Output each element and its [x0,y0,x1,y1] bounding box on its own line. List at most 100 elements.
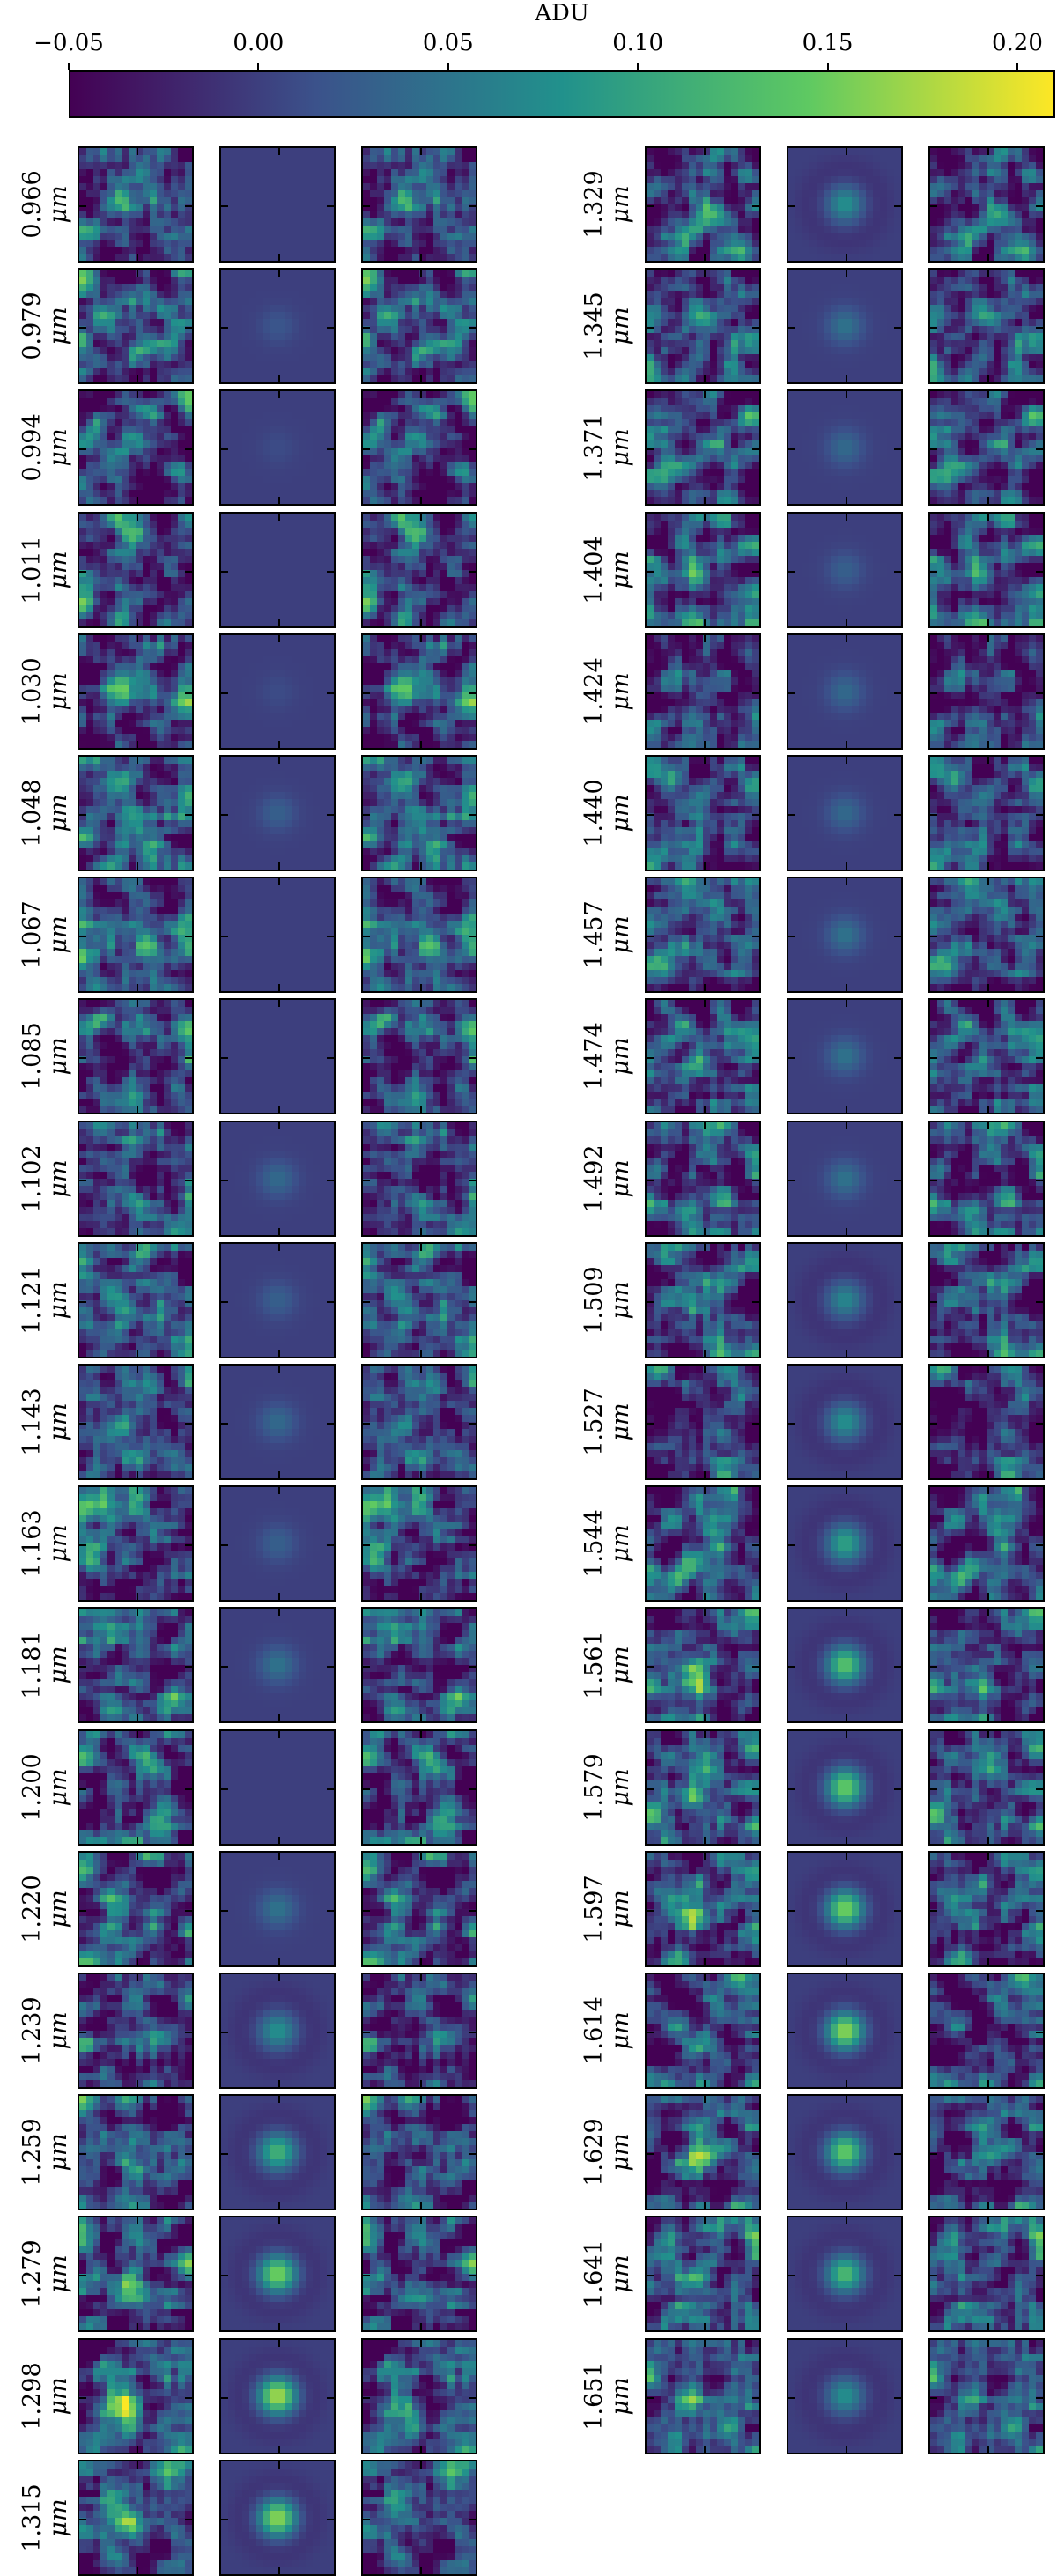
axis-tick [185,1423,192,1425]
axis-tick [846,254,847,261]
axis-tick [930,2275,937,2276]
axis-tick [221,1788,228,1790]
axis-tick [327,2397,334,2399]
model-panel [219,1364,336,1480]
wavelength-unit: μm [46,1485,72,1602]
axis-tick [185,692,192,694]
axis-tick [420,1958,422,1965]
wavelength-value: 1.509 [581,1242,608,1358]
axis-tick [420,1731,422,1738]
axis-tick [752,1423,759,1425]
axis-tick [137,2202,138,2209]
model-panel [787,1364,903,1480]
data-panel [78,268,194,384]
axis-tick [363,571,370,573]
axis-tick [278,254,280,261]
axis-tick [1036,1788,1043,1790]
axis-tick [278,1714,280,1721]
axis-tick [987,2217,989,2224]
axis-tick [469,1301,476,1303]
axis-tick [221,2397,228,2399]
axis-tick [185,1057,192,1059]
axis-tick [987,2096,989,2103]
axis-tick [137,1974,138,1981]
axis-tick [930,2397,937,2399]
axis-tick [846,1974,847,1981]
axis-tick [221,2275,228,2276]
axis-tick [704,375,706,382]
axis-tick [846,2096,847,2103]
wavelength-unit: μm [46,755,72,871]
wavelength-unit: μm [46,633,72,750]
axis-tick [704,1366,706,1373]
axis-tick [420,497,422,504]
axis-tick [788,448,795,450]
wavelength-unit: μm [608,1364,634,1480]
axis-tick [420,1974,422,1981]
axis-tick [137,2461,138,2469]
axis-tick [278,1350,280,1357]
axis-tick [930,1057,937,1059]
wavelength-value: 1.544 [581,1485,608,1602]
axis-tick [704,862,706,870]
axis-tick [363,1788,370,1790]
wavelength-unit: μm [46,2338,72,2454]
colorbar-tick-label: −0.05 [33,30,104,56]
wavelength-unit: μm [46,1851,72,1967]
axis-tick [79,936,86,937]
axis-tick [704,2340,706,2347]
axis-tick [894,1544,901,1546]
wavelength-value: 1.102 [19,1121,46,1237]
axis-tick [221,936,228,937]
axis-tick [327,1301,334,1303]
axis-tick [930,448,937,450]
axis-tick [278,757,280,764]
data-panel [645,512,761,628]
axis-tick [278,2202,280,2209]
colorbar-gradient [70,72,1053,116]
data-panel [78,1485,194,1602]
wavelength-value: 1.474 [581,998,608,1114]
axis-tick [137,1350,138,1357]
model-panel [219,2338,336,2454]
axis-tick [137,2340,138,2347]
axis-tick [894,1057,901,1059]
data-panel [645,755,761,871]
axis-tick [79,1180,86,1181]
axis-tick [1036,2032,1043,2033]
axis-tick [79,2153,86,2155]
axis-tick [469,448,476,450]
axis-tick [894,692,901,694]
wavelength-unit: μm [46,877,72,993]
axis-tick [894,1788,901,1790]
axis-tick [420,1122,422,1129]
data-panel [645,1485,761,1602]
axis-tick [363,1301,370,1303]
axis-tick [846,1487,847,1494]
axis-tick [1036,1544,1043,1546]
axis-tick [185,2275,192,2276]
model-panel [219,512,336,628]
residual-panel [361,2216,477,2332]
axis-tick [1036,327,1043,329]
axis-tick [420,514,422,521]
axis-tick [930,814,937,816]
wavelength-value: 1.259 [19,2094,46,2210]
axis-tick [137,1837,138,1844]
axis-tick [752,814,759,816]
axis-tick [894,205,901,207]
model-panel [787,1973,903,2089]
data-panel [645,268,761,384]
axis-tick [752,1057,759,1059]
axis-tick [79,448,86,450]
wavelength-value: 1.143 [19,1364,46,1480]
wavelength-unit: μm [46,1364,72,1480]
wavelength-value: 1.220 [19,1851,46,1967]
axis-tick [278,619,280,626]
model-panel [787,389,903,506]
axis-tick [987,1228,989,1235]
wavelength-value: 1.561 [581,1607,608,1723]
